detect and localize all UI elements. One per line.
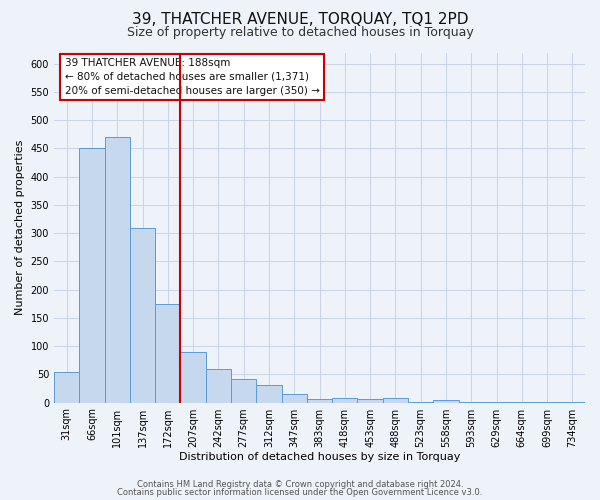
X-axis label: Distribution of detached houses by size in Torquay: Distribution of detached houses by size … (179, 452, 460, 462)
Bar (231, 379, 256, 402)
Bar (130, 228, 155, 402)
Text: Contains HM Land Registry data © Crown copyright and database right 2024.: Contains HM Land Registry data © Crown c… (137, 480, 463, 489)
Bar (104, 137, 130, 402)
Bar (433, 400, 458, 402)
Bar (383, 398, 408, 402)
Bar (256, 384, 281, 402)
Y-axis label: Number of detached properties: Number of detached properties (15, 140, 25, 315)
Text: Size of property relative to detached houses in Torquay: Size of property relative to detached ho… (127, 26, 473, 39)
Bar (181, 352, 206, 403)
Bar (358, 399, 383, 402)
Bar (281, 394, 307, 402)
Bar (332, 398, 358, 402)
Bar (54, 372, 79, 402)
Text: 39, THATCHER AVENUE, TORQUAY, TQ1 2PD: 39, THATCHER AVENUE, TORQUAY, TQ1 2PD (132, 12, 468, 28)
Text: Contains public sector information licensed under the Open Government Licence v3: Contains public sector information licen… (118, 488, 482, 497)
Text: 39 THATCHER AVENUE: 188sqm
← 80% of detached houses are smaller (1,371)
20% of s: 39 THATCHER AVENUE: 188sqm ← 80% of deta… (65, 58, 320, 96)
Bar (206, 368, 231, 402)
Bar (79, 148, 104, 402)
Bar (155, 304, 181, 402)
Bar (307, 398, 332, 402)
